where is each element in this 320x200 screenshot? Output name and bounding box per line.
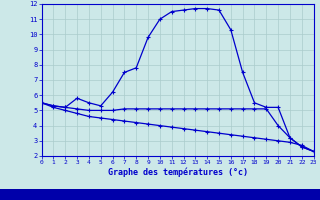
X-axis label: Graphe des températures (°c): Graphe des températures (°c) — [108, 168, 248, 177]
